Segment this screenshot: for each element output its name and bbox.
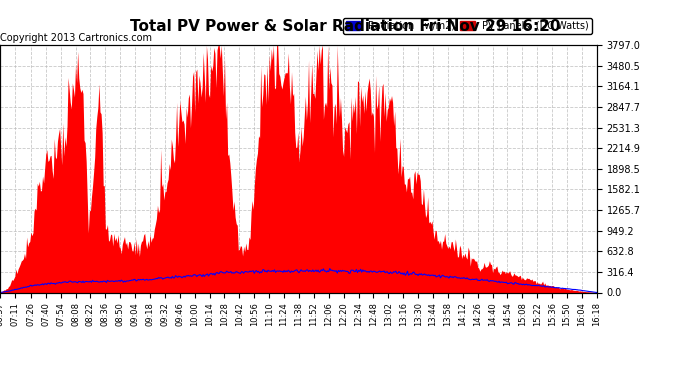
Text: Copyright 2013 Cartronics.com: Copyright 2013 Cartronics.com	[0, 33, 152, 42]
Text: Total PV Power & Solar Radiation Fri Nov 29 16:20: Total PV Power & Solar Radiation Fri Nov…	[130, 19, 560, 34]
Legend: Radiation  (w/m2), PV Panels  (DC Watts): Radiation (w/m2), PV Panels (DC Watts)	[343, 18, 592, 33]
